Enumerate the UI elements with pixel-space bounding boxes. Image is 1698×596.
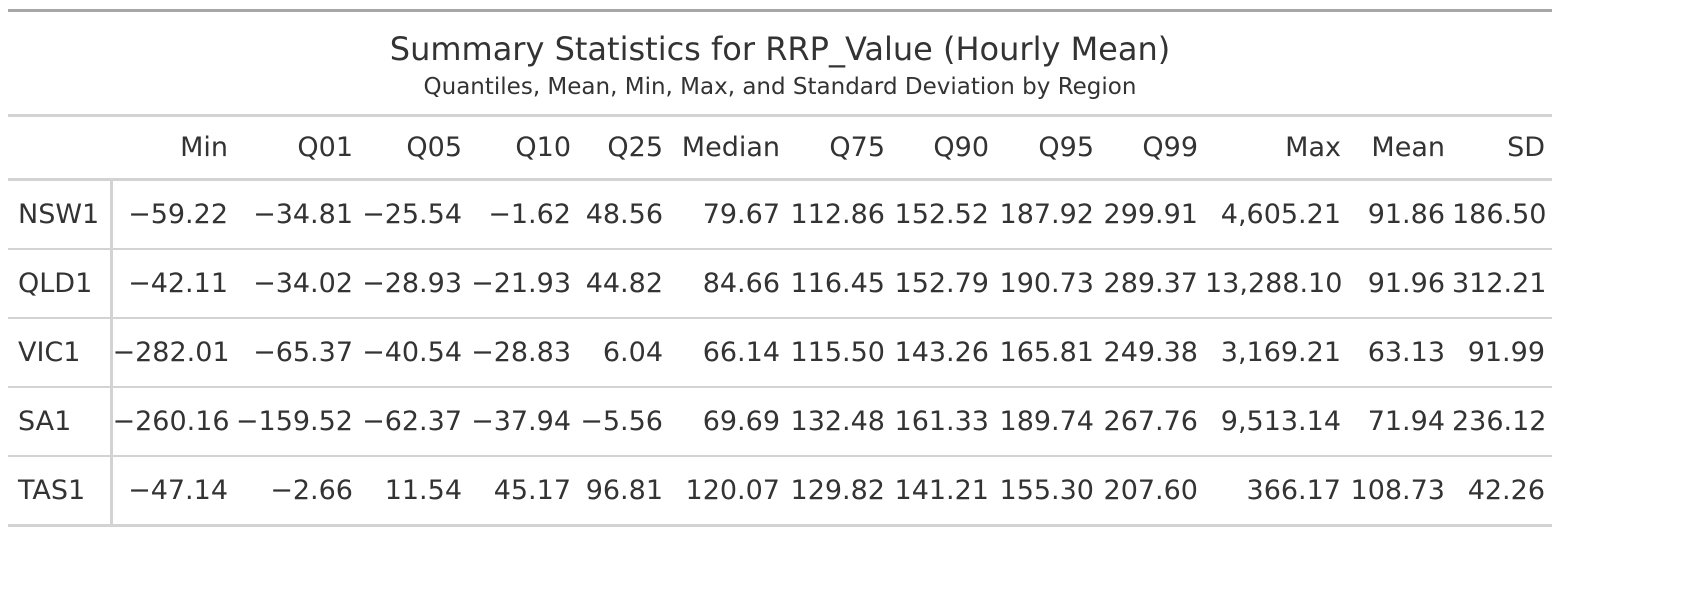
table-cell: 187.92 [996, 179, 1101, 250]
table-cell: 91.99 [1452, 318, 1552, 388]
table-cell: 299.91 [1101, 179, 1205, 250]
table-cell: 79.67 [670, 179, 787, 250]
table-cell: 249.38 [1101, 318, 1205, 388]
table-cell: 189.74 [996, 387, 1101, 457]
table-cell: 9,513.14 [1205, 387, 1348, 457]
row-label: VIC1 [8, 318, 113, 388]
table-cell: 165.81 [996, 318, 1101, 388]
row-label: TAS1 [8, 456, 113, 527]
table-cell: 186.50 [1452, 179, 1552, 250]
table-cell: 84.66 [670, 249, 787, 319]
summary-table-container: Summary Statistics for RRP_Value (Hourly… [8, 9, 1552, 527]
row-label: SA1 [8, 387, 113, 457]
table-row: SA1 −260.16 −159.52 −62.37 −37.94 −5.56 … [8, 387, 1552, 457]
table-cell: −28.83 [469, 318, 578, 388]
table-cell: 190.73 [996, 249, 1101, 319]
table-cell: −65.37 [235, 318, 360, 388]
table-cell: 91.86 [1348, 179, 1452, 250]
table-cell: 11.54 [360, 456, 469, 527]
table-cell: 143.26 [892, 318, 996, 388]
column-header-q10: Q10 [469, 115, 578, 181]
table-cell: −42.11 [111, 249, 235, 319]
table-row: TAS1 −47.14 −2.66 11.54 45.17 96.81 120.… [8, 456, 1552, 527]
column-header-q95: Q95 [996, 115, 1101, 181]
table-cell: −260.16 [111, 387, 235, 457]
table-cell: −2.66 [235, 456, 360, 527]
column-header-sd: SD [1452, 115, 1552, 181]
table-cell: 45.17 [469, 456, 578, 527]
row-label: NSW1 [8, 179, 113, 250]
table-row: QLD1 −42.11 −34.02 −28.93 −21.93 44.82 8… [8, 249, 1552, 319]
table-cell: 236.12 [1452, 387, 1552, 457]
table-cell: 69.69 [670, 387, 787, 457]
table-cell: 6.04 [578, 318, 670, 388]
table-cell: 66.14 [670, 318, 787, 388]
table-cell: −37.94 [469, 387, 578, 457]
table-cell: 3,169.21 [1205, 318, 1348, 388]
table-cell: 108.73 [1348, 456, 1452, 527]
column-header-q25: Q25 [578, 115, 670, 181]
column-header-q75: Q75 [787, 115, 892, 181]
table-cell: 366.17 [1205, 456, 1348, 527]
table-cell: 207.60 [1101, 456, 1205, 527]
table-cell: 141.21 [892, 456, 996, 527]
table-cell: −282.01 [111, 318, 235, 388]
table-cell: −62.37 [360, 387, 469, 457]
table-cell: 42.26 [1452, 456, 1552, 527]
table-cell: 116.45 [787, 249, 892, 319]
table-cell: 129.82 [787, 456, 892, 527]
column-header-q01: Q01 [235, 115, 360, 181]
column-header-min: Min [111, 115, 235, 181]
header-row: Min Q01 Q05 Q10 Q25 Median Q75 Q90 Q95 Q… [8, 115, 1552, 181]
table-cell: −21.93 [469, 249, 578, 319]
table-cell: 132.48 [787, 387, 892, 457]
table-cell: 96.81 [578, 456, 670, 527]
table-cell: 267.76 [1101, 387, 1205, 457]
table-cell: −28.93 [360, 249, 469, 319]
table-cell: −5.56 [578, 387, 670, 457]
table-title: Summary Statistics for RRP_Value (Hourly… [389, 30, 1171, 68]
table-cell: 289.37 [1101, 249, 1205, 319]
table-cell: 112.86 [787, 179, 892, 250]
table-cell: 152.79 [892, 249, 996, 319]
column-header-q99: Q99 [1101, 115, 1205, 181]
table-cell: 152.52 [892, 179, 996, 250]
column-header-q05: Q05 [360, 115, 469, 181]
table-cell: −34.02 [235, 249, 360, 319]
table-cell: 120.07 [670, 456, 787, 527]
table-cell: 115.50 [787, 318, 892, 388]
table-cell: 161.33 [892, 387, 996, 457]
table-cell: −59.22 [111, 179, 235, 250]
stub-header [8, 115, 111, 181]
table-cell: 48.56 [578, 179, 670, 250]
column-header-mean: Mean [1348, 115, 1452, 181]
table-row: VIC1 −282.01 −65.37 −40.54 −28.83 6.04 6… [8, 318, 1552, 388]
table-cell: 312.21 [1452, 249, 1552, 319]
column-header-q90: Q90 [892, 115, 996, 181]
top-rule [8, 9, 1552, 12]
table-cell: −34.81 [235, 179, 360, 250]
column-header-max: Max [1205, 115, 1348, 181]
table-cell: 4,605.21 [1205, 179, 1348, 250]
table-row: NSW1 −59.22 −34.81 −25.54 −1.62 48.56 79… [8, 179, 1552, 250]
summary-table: Min Q01 Q05 Q10 Q25 Median Q75 Q90 Q95 Q… [8, 114, 1552, 527]
table-cell: −159.52 [235, 387, 360, 457]
table-cell: −47.14 [111, 456, 235, 527]
table-cell: 63.13 [1348, 318, 1452, 388]
column-header-median: Median [670, 115, 787, 181]
table-cell: 91.96 [1348, 249, 1452, 319]
table-cell: 155.30 [996, 456, 1101, 527]
table-cell: 44.82 [578, 249, 670, 319]
table-cell: −25.54 [360, 179, 469, 250]
table-cell: −1.62 [469, 179, 578, 250]
table-cell: 13,288.10 [1205, 249, 1348, 319]
table-cell: 71.94 [1348, 387, 1452, 457]
table-cell: −40.54 [360, 318, 469, 388]
row-label: QLD1 [8, 249, 113, 319]
table-subtitle: Quantiles, Mean, Min, Max, and Standard … [423, 74, 1137, 100]
